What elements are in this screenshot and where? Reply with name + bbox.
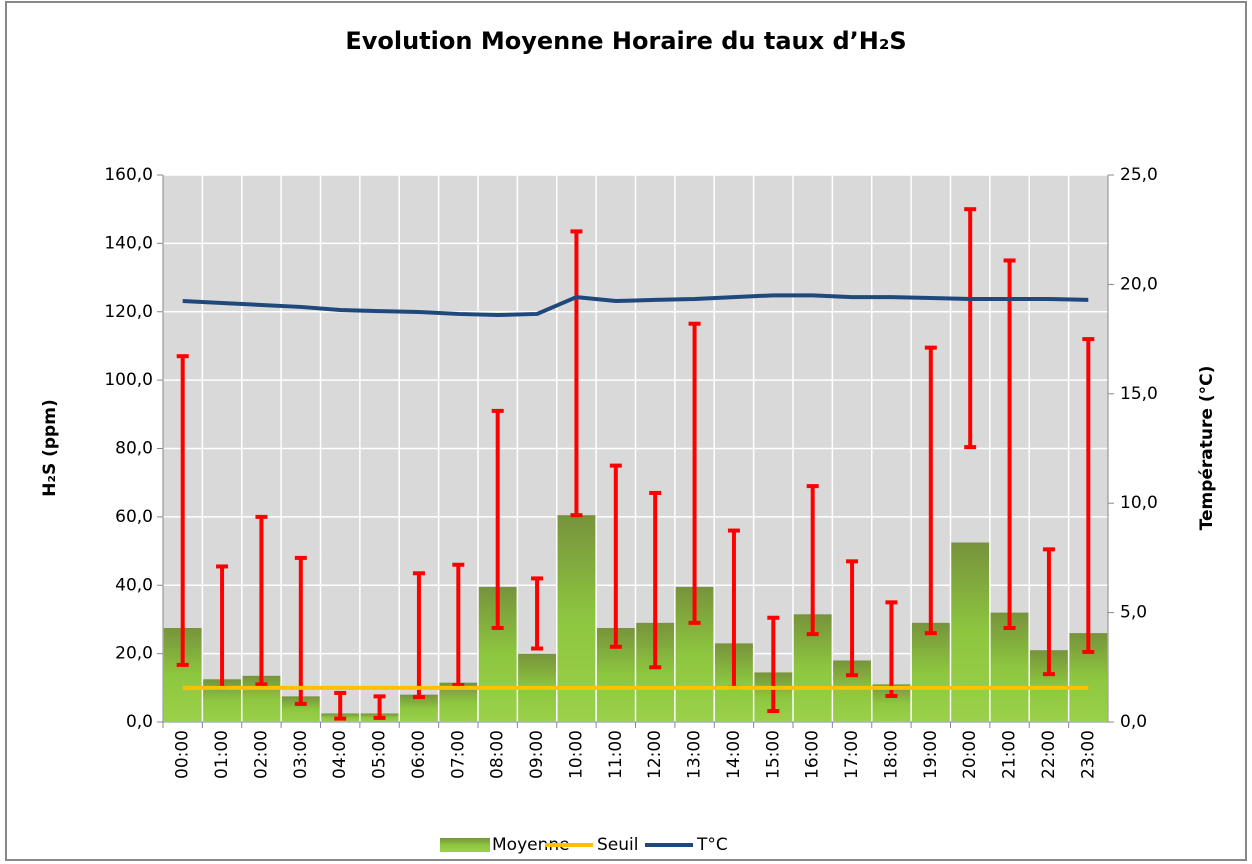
x-tick-label: 13:00 xyxy=(685,730,705,779)
bar xyxy=(557,515,596,722)
y-axis-title: H₂S (ppm) xyxy=(40,399,60,496)
x-tick-label: 06:00 xyxy=(409,730,429,779)
bar xyxy=(911,622,950,722)
y2-tick-label: 0,0 xyxy=(1120,712,1147,732)
y-tick-label: 80,0 xyxy=(115,439,153,459)
y2-tick-label: 25,0 xyxy=(1120,165,1158,185)
y-tick-label: 60,0 xyxy=(115,507,153,527)
x-tick-label: 05:00 xyxy=(370,730,390,779)
x-tick-label: 02:00 xyxy=(251,730,271,779)
y-tick-label: 0,0 xyxy=(126,712,153,732)
x-tick-label: 23:00 xyxy=(1078,730,1098,779)
y2-tick-label: 15,0 xyxy=(1120,384,1158,404)
x-tick-label: 08:00 xyxy=(488,730,508,779)
x-tick-label: 21:00 xyxy=(1000,730,1020,779)
x-tick-label: 17:00 xyxy=(842,730,862,779)
bar xyxy=(400,694,438,722)
bar xyxy=(990,612,1029,722)
x-tick-label: 00:00 xyxy=(173,730,193,779)
y-tick-label: 160,0 xyxy=(104,165,153,185)
y-tick-label: 40,0 xyxy=(115,575,153,595)
y2-tick-label: 5,0 xyxy=(1120,603,1147,623)
x-tick-label: 04:00 xyxy=(330,730,350,779)
x-tick-label: 14:00 xyxy=(724,730,744,779)
legend-swatch xyxy=(440,838,490,852)
x-tick-label: 16:00 xyxy=(803,730,823,779)
x-tick-label: 19:00 xyxy=(921,730,941,779)
x-tick-label: 12:00 xyxy=(645,730,665,779)
legend-label: Seuil xyxy=(597,835,638,855)
y2-axis-title: Température (°C) xyxy=(1197,366,1217,531)
x-tick-label: 03:00 xyxy=(291,730,311,779)
x-tick-label: 09:00 xyxy=(527,730,547,779)
bar xyxy=(951,542,990,722)
chart-title: Evolution Moyenne Horaire du taux d’H₂S xyxy=(345,27,906,55)
legend-label: Moyenne xyxy=(492,835,570,855)
y2-tick-label: 10,0 xyxy=(1120,493,1158,513)
x-tick-label: 15:00 xyxy=(763,730,783,779)
y-tick-label: 100,0 xyxy=(104,370,153,390)
line-series xyxy=(182,293,1089,318)
x-tick-label: 18:00 xyxy=(881,730,901,779)
x-tick-label: 20:00 xyxy=(960,730,980,779)
x-tick-label: 10:00 xyxy=(566,730,586,779)
y2-tick-label: 20,0 xyxy=(1120,274,1158,294)
legend-label: T°C xyxy=(696,835,728,855)
x-tick-label: 01:00 xyxy=(212,730,232,779)
y-tick-label: 120,0 xyxy=(104,302,153,322)
y-tick-label: 140,0 xyxy=(104,233,153,253)
x-tick-label: 07:00 xyxy=(448,730,468,779)
x-tick-label: 22:00 xyxy=(1039,730,1059,779)
y-tick-label: 20,0 xyxy=(115,644,153,664)
x-tick-label: 11:00 xyxy=(606,730,626,779)
